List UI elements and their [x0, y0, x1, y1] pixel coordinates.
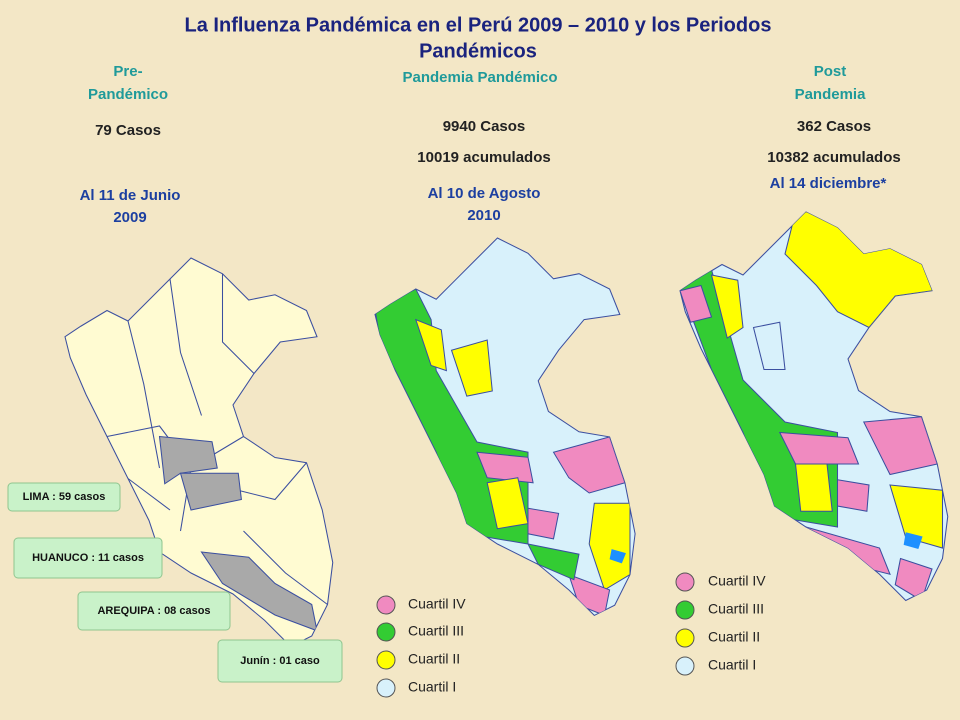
panel-heading: Pandemia Pandémico [402, 69, 557, 86]
title: Pandémicos [419, 40, 537, 62]
legend-label: Cuartil I [408, 679, 456, 695]
map [374, 237, 636, 616]
callout: AREQUIPA : 08 casos [97, 605, 210, 617]
callout-box [217, 639, 343, 683]
title: La Influenza Pandémica en el Perú 2009 –… [185, 14, 772, 36]
callout-box [7, 482, 121, 512]
legend-label: Cuartil IV [408, 596, 466, 612]
legend-label: Cuartil III [408, 623, 464, 639]
callout: LIMA : 59 casos [23, 491, 106, 503]
callout: Junín : 01 caso [240, 655, 320, 667]
cumulative: 10382 acumulados [767, 149, 900, 166]
date: 2010 [467, 207, 500, 224]
cases: 362 Casos [797, 118, 871, 135]
legend-label: Cuartil II [708, 629, 760, 645]
legend-label: Cuartil IV [708, 573, 766, 589]
callout-box [77, 591, 231, 631]
cases: 79 Casos [95, 122, 161, 139]
panel-heading: Pre- [113, 63, 142, 80]
map [679, 211, 949, 602]
map [64, 257, 334, 648]
legend: Cuartil IV Cuartil III Cuartil II Cuarti… [675, 572, 766, 676]
cases: 9940 Casos [443, 118, 526, 135]
legend-label: Cuartil II [408, 651, 460, 667]
panel-heading: Post [814, 63, 847, 80]
callout-box [13, 537, 163, 579]
panel-heading: Pandémico [88, 86, 168, 103]
panel-heading: Pandemia [795, 86, 867, 103]
cumulative: 10019 acumulados [417, 149, 550, 166]
legend-label: Cuartil III [708, 601, 764, 617]
date: Al 10 de Agosto [428, 185, 541, 202]
legend-label: Cuartil I [708, 657, 756, 673]
date: 2009 [113, 209, 146, 226]
callout: HUANUCO : 11 casos [32, 552, 144, 564]
legend: Cuartil IV Cuartil III Cuartil II Cuarti… [376, 595, 466, 698]
date: Al 14 diciembre* [770, 175, 887, 192]
date: Al 11 de Junio [80, 187, 181, 204]
